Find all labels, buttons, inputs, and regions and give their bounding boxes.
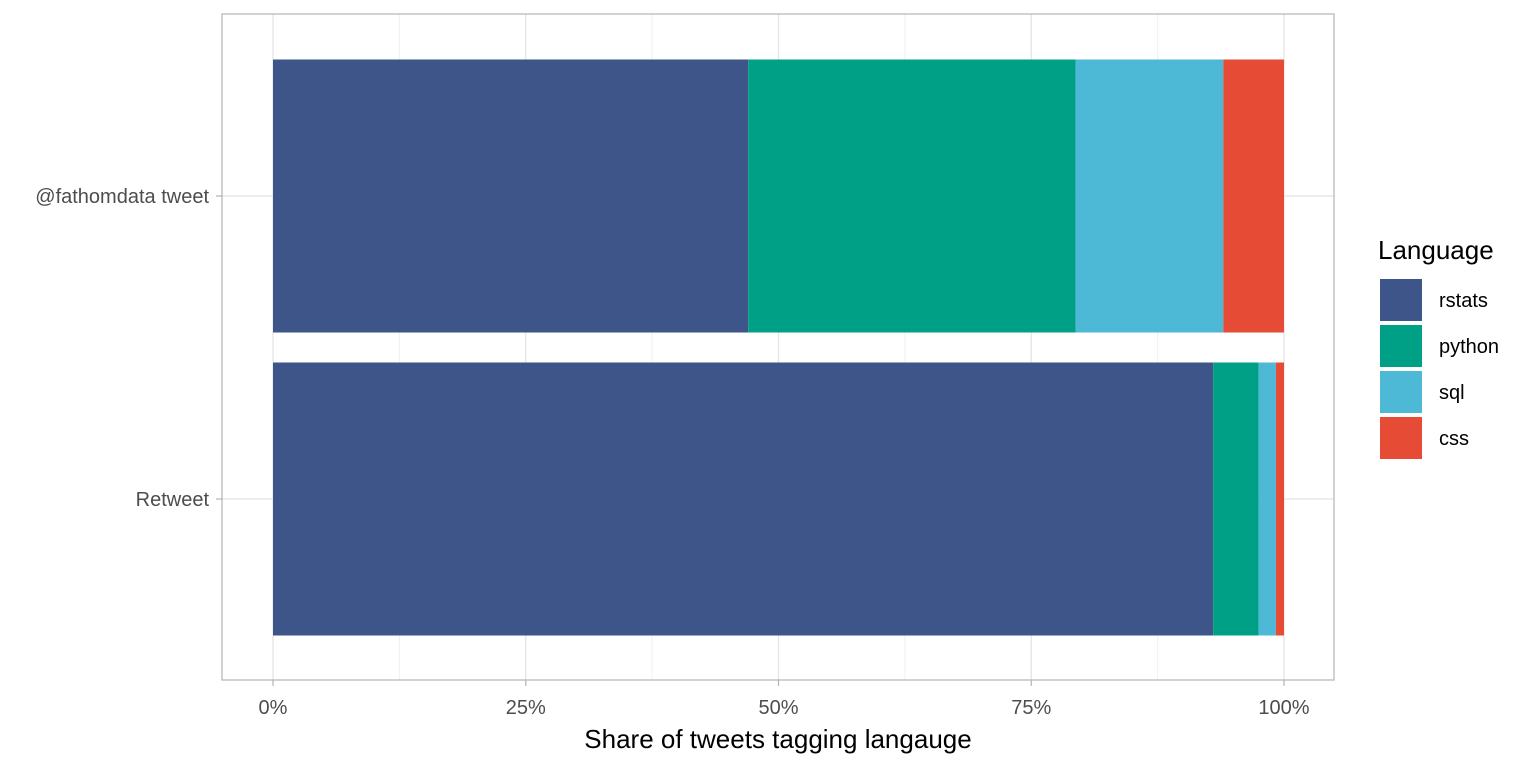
legend: Language rstats python sql css — [1378, 235, 1499, 459]
x-tick-label: 75% — [1011, 697, 1051, 719]
legend-key-rstats — [1380, 279, 1422, 321]
legend-label-css: css — [1439, 428, 1469, 450]
bar-segment-rstats — [273, 59, 749, 333]
legend-label-python: python — [1439, 336, 1499, 358]
bar-segment-rstats — [273, 362, 1214, 636]
bar-segment-css — [1275, 362, 1284, 636]
x-tick-label: 50% — [758, 697, 798, 719]
x-axis: 0% 25% 50% 75% 100% — [259, 680, 1310, 719]
bar-segment-sql — [1075, 59, 1224, 333]
bar-segment-css — [1223, 59, 1284, 333]
legend-key-python — [1380, 325, 1422, 367]
bars-layer — [273, 59, 1284, 636]
legend-label-sql: sql — [1439, 382, 1465, 404]
y-tick-label: @fathomdata tweet — [35, 186, 209, 208]
x-tick-label: 100% — [1258, 697, 1309, 719]
bar-segment-sql — [1258, 362, 1276, 636]
bar-segment-python — [1213, 362, 1259, 636]
bar-segment-python — [748, 59, 1076, 333]
y-tick-label: Retweet — [136, 489, 210, 511]
legend-key-sql — [1380, 371, 1422, 413]
x-axis-title: Share of tweets tagging langauge — [584, 724, 971, 754]
x-tick-label: 0% — [259, 697, 288, 719]
x-tick-label: 25% — [506, 697, 546, 719]
y-axis: @fathomdata tweet Retweet — [35, 186, 222, 511]
legend-key-css — [1380, 417, 1422, 459]
legend-title: Language — [1378, 235, 1494, 265]
legend-label-rstats: rstats — [1439, 290, 1488, 312]
